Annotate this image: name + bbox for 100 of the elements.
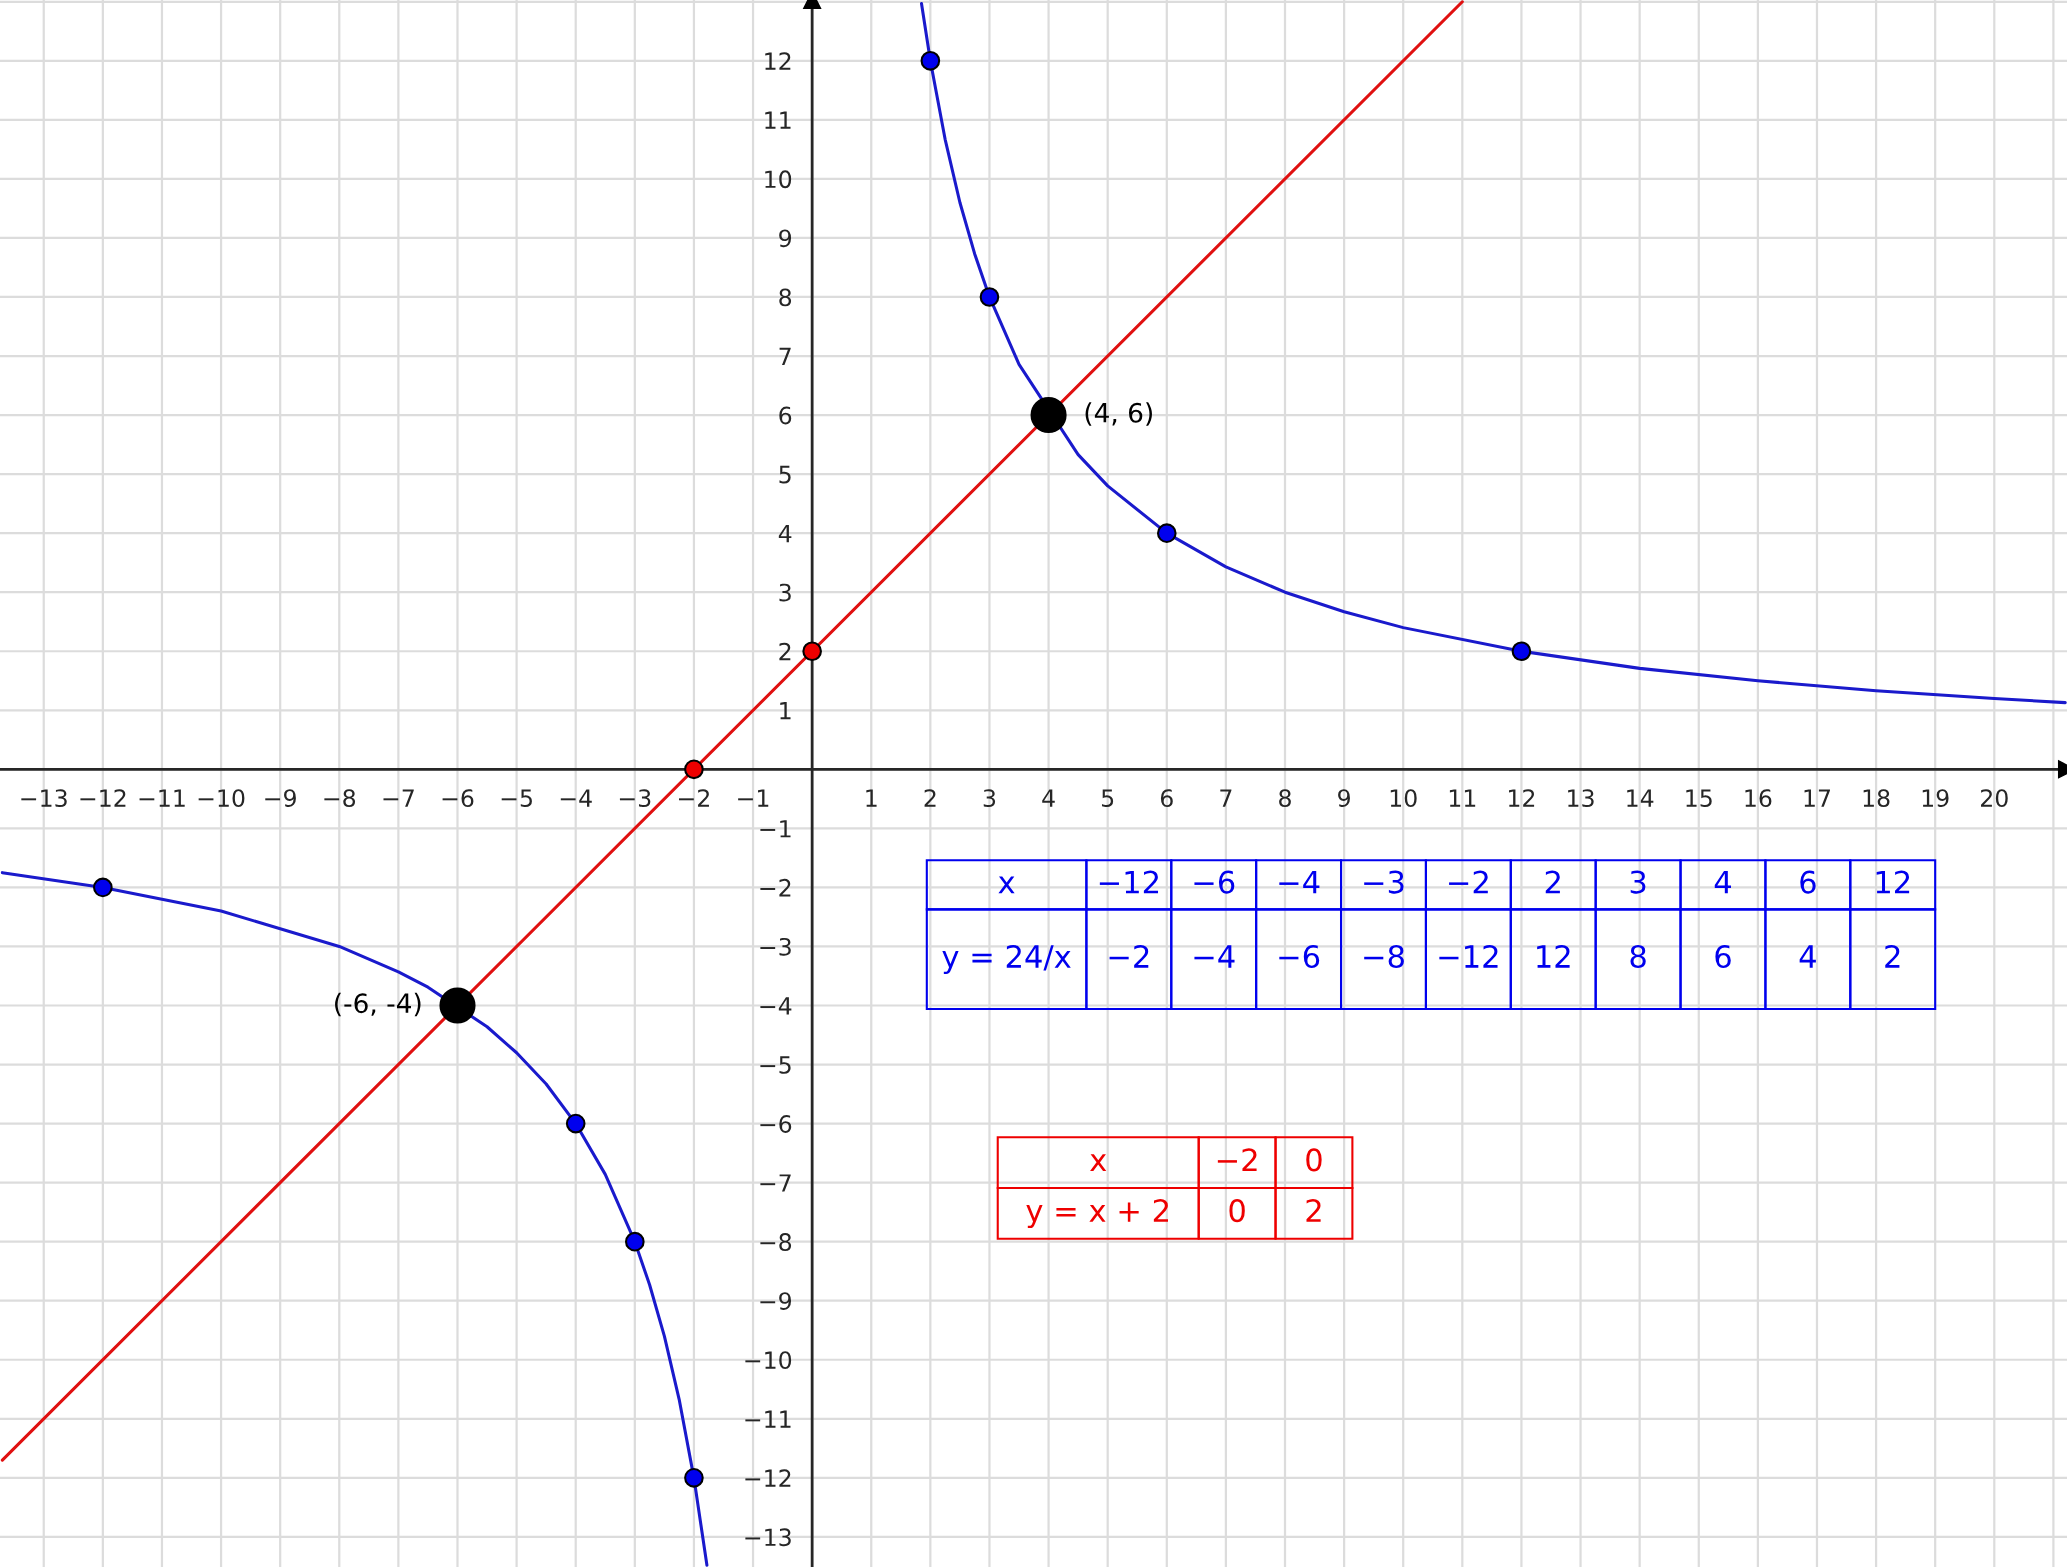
point [624, 1231, 645, 1252]
point [439, 987, 476, 1024]
y-tick-label: 9 [779, 229, 792, 248]
x-tick-label: 12 [1509, 789, 1535, 807]
annotation: −2 [1109, 944, 1149, 968]
x-tick-label: −10 [198, 789, 245, 808]
annotation: −8 [1364, 944, 1404, 969]
y-tick-label: 1 [780, 702, 791, 720]
annotation: x [998, 876, 1015, 894]
x-tick-label: 2 [924, 789, 936, 807]
annotation: −6 [1279, 944, 1320, 969]
line-series [919, 2, 2067, 705]
y-tick-label: 4 [778, 524, 792, 543]
y-tick-label: 3 [779, 583, 791, 602]
point [1511, 641, 1532, 662]
point [920, 50, 941, 71]
x-tick-label: 15 [1686, 789, 1712, 808]
annotation: 6 [1715, 944, 1731, 969]
x-tick-label: 8 [1279, 789, 1291, 808]
y-tick-label: 8 [779, 288, 792, 307]
annotation: 0 [1306, 1148, 1322, 1172]
annotation: −3 [1364, 870, 1404, 894]
y-tick-label: 11 [765, 111, 791, 129]
x-tick-label: 6 [1160, 789, 1173, 808]
x-tick-label: −12 [80, 789, 126, 807]
annotation: 2 [1545, 870, 1560, 894]
annotation: −2 [1217, 1148, 1257, 1171]
annotation: 12 [1876, 870, 1910, 894]
point [802, 641, 822, 662]
y-tick-label: −13 [745, 1528, 791, 1547]
y-tick-label: 5 [779, 465, 791, 484]
x-tick-label: −2 [679, 789, 709, 807]
annotation: −2 [1449, 870, 1488, 894]
point [684, 1468, 704, 1488]
annotation: 4 [1799, 945, 1816, 968]
annotation: 2 [1306, 1199, 1321, 1222]
annotation: 8 [1630, 944, 1646, 969]
y-tick-label: −7 [760, 1174, 791, 1192]
annotation: −12 [1099, 870, 1159, 894]
x-tick-label: −7 [383, 789, 414, 807]
x-tick-label: 19 [1922, 789, 1949, 808]
x-tick-label: −4 [560, 789, 592, 807]
point [1030, 397, 1067, 434]
point [979, 287, 1000, 307]
y-tick-label: −8 [760, 1233, 792, 1251]
annotation: y = 24/x [942, 944, 1071, 974]
y-tick-label: 12 [765, 52, 791, 70]
point [1156, 523, 1177, 543]
point [565, 1113, 586, 1134]
x-tick-label: 7 [1220, 789, 1232, 807]
x-tick-label: −5 [501, 789, 532, 808]
y-tick-label: −4 [760, 997, 792, 1015]
annotation: 2 [1885, 944, 1900, 968]
annotation: 3 [1630, 870, 1646, 894]
y-tick-label: 6 [779, 406, 792, 425]
point [93, 877, 113, 898]
x-tick-label: −11 [139, 789, 185, 807]
y-tick-label: −11 [745, 1410, 791, 1428]
y-tick-label: −3 [760, 937, 791, 956]
y-tick-label: −9 [760, 1292, 792, 1311]
annotation: (-6, -4) [335, 992, 421, 1017]
y-tick-label: −5 [760, 1056, 791, 1074]
annotation: −4 [1194, 945, 1235, 968]
x-tick-label: 5 [1101, 789, 1114, 808]
x-tick-label: −9 [265, 789, 296, 808]
point [684, 759, 704, 780]
x-tick-label: 1 [866, 789, 877, 807]
y-tick-label: −6 [760, 1115, 792, 1133]
annotation: y = x + 2 [1026, 1199, 1168, 1229]
annotation: 6 [1800, 870, 1816, 894]
y-tick-label: 2 [779, 642, 791, 661]
y-tick-label: −2 [760, 878, 791, 897]
x-tick-label: −6 [442, 789, 474, 808]
x-tick-label: 13 [1568, 789, 1594, 808]
annotation: −12 [1439, 944, 1498, 968]
x-tick-label: 10 [1390, 789, 1417, 808]
x-tick-label: −8 [324, 789, 356, 808]
x-tick-label: 9 [1338, 789, 1350, 808]
annotation: 12 [1537, 944, 1570, 968]
y-tick-label: −10 [745, 1351, 792, 1370]
annotation: 4 [1714, 870, 1731, 894]
annotation: (4, 6) [1085, 402, 1152, 426]
x-tick-label: 20 [1981, 789, 2008, 808]
y-tick-label: 7 [779, 347, 791, 365]
annotation: −6 [1194, 870, 1235, 894]
x-tick-label: 4 [1042, 789, 1055, 807]
x-tick-label: 3 [983, 789, 996, 808]
x-tick-label: 18 [1863, 789, 1890, 808]
annotation: −4 [1279, 870, 1320, 894]
y-tick-label: 10 [765, 170, 792, 189]
x-tick-label: 14 [1627, 789, 1654, 807]
y-tick-label: −12 [745, 1469, 791, 1487]
annotation: 0 [1229, 1199, 1245, 1223]
x-tick-label: 16 [1745, 789, 1772, 808]
x-tick-label: −13 [21, 789, 67, 808]
x-tick-label: 11 [1449, 789, 1476, 807]
line-series [0, 871, 709, 1567]
y-tick-label: −1 [760, 820, 791, 838]
x-tick-label: 17 [1804, 789, 1830, 807]
x-tick-label: −3 [619, 789, 651, 808]
